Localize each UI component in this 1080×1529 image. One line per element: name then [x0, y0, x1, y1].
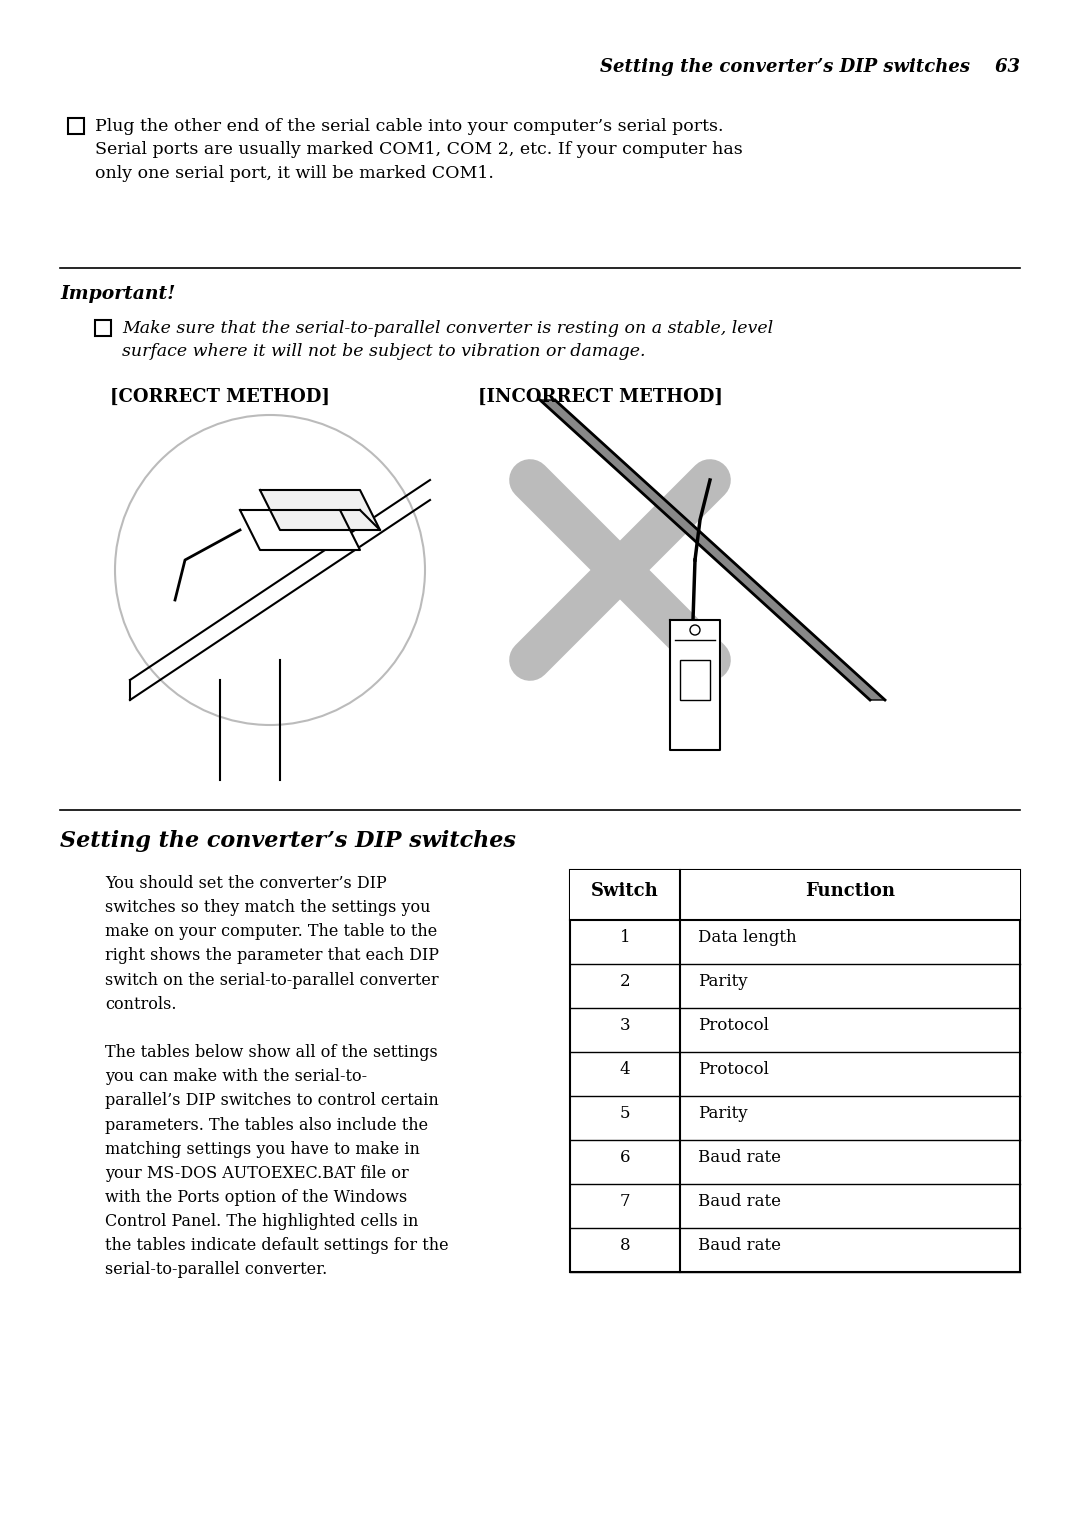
- Text: Parity: Parity: [698, 1105, 747, 1122]
- Text: Baud rate: Baud rate: [698, 1150, 781, 1167]
- Bar: [570, 870, 1020, 1272]
- Text: 3: 3: [620, 1017, 631, 1035]
- Polygon shape: [240, 511, 360, 550]
- Text: Protocol: Protocol: [698, 1017, 769, 1035]
- Polygon shape: [670, 619, 720, 751]
- Text: Data length: Data length: [698, 930, 797, 946]
- Text: 8: 8: [620, 1237, 631, 1254]
- Text: Important!: Important!: [60, 284, 175, 303]
- Text: Protocol: Protocol: [698, 1061, 769, 1078]
- Bar: [680, 661, 710, 700]
- Text: [INCORRECT METHOD]: [INCORRECT METHOD]: [477, 388, 723, 407]
- Text: Baud rate: Baud rate: [698, 1237, 781, 1254]
- Text: Plug the other end of the serial cable into your computer’s serial ports.
Serial: Plug the other end of the serial cable i…: [95, 118, 743, 182]
- Text: Switch: Switch: [591, 882, 659, 901]
- Bar: [570, 870, 1020, 920]
- Text: You should set the converter’s DIP
switches so they match the settings you
make : You should set the converter’s DIP switc…: [105, 875, 448, 1278]
- Text: 6: 6: [620, 1150, 631, 1167]
- Text: 4: 4: [620, 1061, 631, 1078]
- Text: 7: 7: [620, 1194, 631, 1211]
- Text: Baud rate: Baud rate: [698, 1194, 781, 1211]
- Text: [CORRECT METHOD]: [CORRECT METHOD]: [110, 388, 329, 407]
- Polygon shape: [260, 489, 380, 531]
- Circle shape: [690, 625, 700, 635]
- Text: 2: 2: [620, 974, 631, 991]
- Text: Parity: Parity: [698, 974, 747, 991]
- Text: 1: 1: [620, 930, 631, 946]
- Text: Make sure that the serial-to-parallel converter is resting on a stable, level
su: Make sure that the serial-to-parallel co…: [122, 320, 773, 361]
- Text: Setting the converter’s DIP switches: Setting the converter’s DIP switches: [60, 830, 516, 852]
- Bar: [95, 320, 111, 336]
- Bar: [68, 118, 84, 135]
- Text: Function: Function: [805, 882, 895, 901]
- Polygon shape: [540, 401, 885, 700]
- Text: 5: 5: [620, 1105, 631, 1122]
- Text: Setting the converter’s DIP switches    63: Setting the converter’s DIP switches 63: [600, 58, 1020, 76]
